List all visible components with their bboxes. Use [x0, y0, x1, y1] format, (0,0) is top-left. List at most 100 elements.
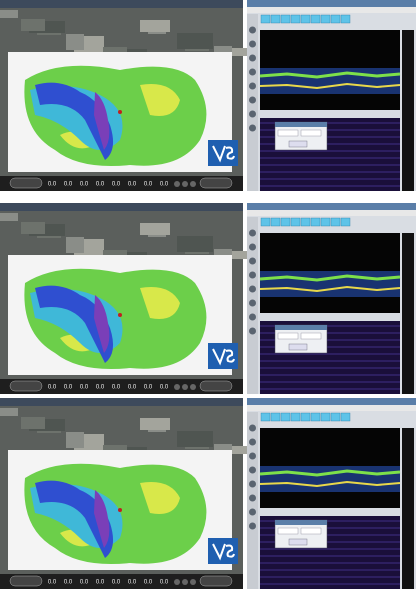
side-button[interactable]: [249, 523, 256, 530]
side-button[interactable]: [249, 55, 256, 62]
side-button[interactable]: [249, 328, 256, 335]
side-button[interactable]: [249, 125, 256, 132]
readout-value: 0.0: [80, 182, 89, 188]
right-button[interactable]: [200, 381, 232, 391]
satellite-block: [0, 213, 18, 221]
dialog-ok-button[interactable]: [289, 344, 307, 350]
readout-value: 0.0: [48, 182, 57, 188]
right-button[interactable]: [200, 178, 232, 188]
side-button[interactable]: [249, 453, 256, 460]
side-button[interactable]: [249, 111, 256, 118]
side-button[interactable]: [249, 41, 256, 48]
control-dot[interactable]: [190, 579, 196, 585]
dialog-field: [301, 333, 321, 339]
dialog-title: [275, 122, 327, 127]
toolbar-button[interactable]: [321, 15, 330, 23]
waterfall-streak: [260, 388, 400, 390]
side-button[interactable]: [249, 314, 256, 321]
dialog-field: [278, 333, 298, 339]
dialog: [275, 520, 327, 548]
dialog-ok-button[interactable]: [289, 141, 307, 147]
side-button[interactable]: [249, 230, 256, 237]
left-button[interactable]: [10, 178, 42, 188]
side-button[interactable]: [249, 27, 256, 34]
control-dot[interactable]: [190, 384, 196, 390]
toolbar-button[interactable]: [311, 413, 320, 421]
control-dot[interactable]: [174, 181, 180, 187]
toolbar-button[interactable]: [301, 218, 310, 226]
toolbar-button[interactable]: [281, 413, 290, 421]
side-button[interactable]: [249, 509, 256, 516]
waterfall-streak: [260, 576, 400, 578]
toolbar-button[interactable]: [321, 413, 330, 421]
toolbar-button[interactable]: [281, 15, 290, 23]
title-bar: [0, 203, 243, 211]
right-button[interactable]: [200, 576, 232, 586]
toolbar-button[interactable]: [291, 218, 300, 226]
control-dot[interactable]: [182, 181, 188, 187]
waterfall-streak: [260, 562, 400, 564]
readout-value: 0.0: [64, 580, 73, 586]
vendor-logo: [208, 343, 238, 369]
side-button[interactable]: [249, 83, 256, 90]
readout-value: 0.0: [144, 580, 153, 586]
left-button[interactable]: [10, 381, 42, 391]
toolbar-button[interactable]: [311, 15, 320, 23]
toolbar-button[interactable]: [341, 218, 350, 226]
side-button[interactable]: [249, 439, 256, 446]
readout-value: 0.0: [128, 580, 137, 586]
toolbar-button[interactable]: [321, 218, 330, 226]
spectrum-window: [247, 203, 416, 394]
side-button[interactable]: [249, 272, 256, 279]
left-button[interactable]: [10, 576, 42, 586]
readout-value: 0.0: [144, 385, 153, 391]
control-dot[interactable]: [182, 579, 188, 585]
control-dot[interactable]: [174, 384, 180, 390]
readout-value: 0.0: [96, 182, 105, 188]
menu-bar: [247, 405, 416, 411]
side-button[interactable]: [249, 69, 256, 76]
toolbar-button[interactable]: [341, 413, 350, 421]
toolbar-button[interactable]: [291, 15, 300, 23]
satellite-block: [21, 222, 45, 234]
control-dot[interactable]: [174, 579, 180, 585]
toolbar-button[interactable]: [261, 15, 270, 23]
title-bar: [247, 0, 416, 7]
control-dot[interactable]: [182, 384, 188, 390]
toolbar-button[interactable]: [311, 218, 320, 226]
readout-value: 0.0: [96, 385, 105, 391]
toolbar-button[interactable]: [291, 413, 300, 421]
side-button[interactable]: [249, 258, 256, 265]
toolbar-button[interactable]: [271, 413, 280, 421]
dialog-ok-button[interactable]: [289, 539, 307, 545]
toolbar-button[interactable]: [271, 218, 280, 226]
side-button[interactable]: [249, 244, 256, 251]
toolbar-button[interactable]: [281, 218, 290, 226]
side-button[interactable]: [249, 286, 256, 293]
side-button[interactable]: [249, 467, 256, 474]
toolbar-button[interactable]: [331, 15, 340, 23]
side-button[interactable]: [249, 495, 256, 502]
toolbar-button[interactable]: [301, 15, 310, 23]
toolbar-button[interactable]: [261, 413, 270, 421]
toolbar-button[interactable]: [341, 15, 350, 23]
toolbar-button[interactable]: [331, 413, 340, 421]
readout-value: 0.0: [160, 385, 169, 391]
toolbar-button[interactable]: [261, 218, 270, 226]
title-bar: [0, 398, 243, 406]
side-button[interactable]: [249, 300, 256, 307]
side-button[interactable]: [249, 425, 256, 432]
satellite-block: [66, 237, 84, 253]
map-window: 0.00.00.00.00.00.00.00.0: [0, 398, 252, 589]
toolbar-button[interactable]: [271, 15, 280, 23]
measurement-marker: [118, 313, 122, 317]
control-dot[interactable]: [190, 181, 196, 187]
readout-value: 0.0: [112, 580, 121, 586]
side-button[interactable]: [249, 97, 256, 104]
toolbar-button[interactable]: [301, 413, 310, 421]
side-button[interactable]: [249, 481, 256, 488]
toolbar-button[interactable]: [331, 218, 340, 226]
readout-value: 0.0: [48, 385, 57, 391]
readout-value: 0.0: [160, 580, 169, 586]
readout-value: 0.0: [160, 182, 169, 188]
